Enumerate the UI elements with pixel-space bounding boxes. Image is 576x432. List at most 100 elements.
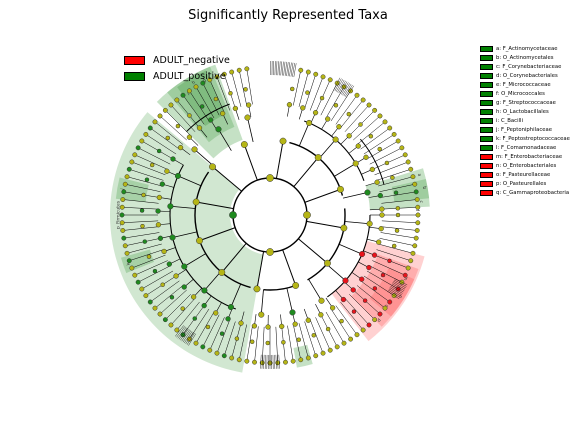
leaf-node [119, 204, 125, 210]
class-node [258, 311, 265, 318]
leaf-node [327, 77, 333, 83]
order-node [292, 321, 298, 327]
leaf-branch [154, 121, 184, 145]
sector-enterobacteriales [351, 254, 419, 327]
order-node [377, 192, 383, 199]
leaf-branch [360, 280, 390, 303]
taxon-legend-item: d: O_Corynebacteriales [480, 71, 570, 80]
class-branch [247, 117, 254, 143]
leaf-branch [335, 305, 358, 335]
phylum-node [292, 282, 300, 289]
order-node [350, 287, 356, 293]
leaf-branch [134, 260, 168, 276]
leaf-branch [238, 324, 247, 360]
class-node [169, 234, 176, 241]
family-node [219, 331, 225, 336]
fan-branch [282, 61, 284, 76]
taxon-legend-item: g: F_Streptococcaceae [480, 98, 570, 107]
sector-lactobacillales [167, 66, 235, 143]
leaf-branch [123, 232, 160, 239]
leaf-branch [134, 154, 168, 170]
leaf-node [120, 228, 126, 233]
leaf-branch [304, 74, 316, 109]
family-node [205, 324, 211, 330]
leaf-node [180, 332, 186, 338]
leaf-branch [376, 169, 411, 181]
leaf-branch [293, 70, 302, 106]
taxon-swatch [480, 81, 493, 88]
leaf-branch [381, 199, 418, 204]
leaf-node [387, 125, 393, 131]
leaf-node [168, 102, 174, 108]
leaf-node [139, 138, 145, 144]
taxon-label: i: C_Bacilli [496, 117, 523, 124]
fan-branch [182, 330, 192, 343]
leaf-node [290, 358, 296, 364]
class-branch [170, 205, 196, 209]
sector-label-o: o [383, 303, 389, 308]
family-node [391, 243, 397, 249]
family-node [395, 212, 401, 218]
order-node [225, 316, 231, 322]
family-node [149, 162, 155, 168]
leaf-node [402, 152, 408, 158]
fan-branch [388, 288, 401, 297]
leaf-node [221, 353, 227, 359]
leaf-node [121, 189, 127, 195]
class-node [352, 160, 359, 167]
fan-branch [341, 82, 349, 95]
fan-branch [180, 328, 189, 341]
family-node [249, 339, 255, 345]
phylum-branch [293, 157, 319, 187]
leaf-node [387, 299, 393, 305]
class-node [201, 287, 208, 294]
taxon-label: f: O_Micrococcales [496, 90, 545, 97]
sector-label-p: p [376, 317, 382, 323]
taxon-swatch [480, 144, 493, 151]
leaf-node [162, 317, 168, 323]
leaf-node [229, 69, 235, 75]
fan-branch [388, 289, 401, 298]
phylum-node [192, 198, 200, 206]
family-node [175, 123, 181, 129]
leaf-node [124, 250, 130, 256]
group-legend-item: ADULT_positive [124, 68, 230, 84]
order-node [366, 264, 372, 271]
sector-label-n: n [397, 294, 403, 299]
leaf-node [415, 220, 421, 226]
family-node [362, 298, 368, 303]
taxon-label: j: F_Peptoniphilaceae [496, 126, 552, 133]
order-node [305, 317, 311, 323]
leaf-node [313, 353, 319, 359]
leaf-node [129, 159, 135, 165]
sector-label-firmicutes: p_Firmicutes [116, 200, 122, 229]
fan-branch [335, 79, 343, 92]
phylum-node [196, 237, 203, 245]
leaf-branch [159, 289, 187, 315]
order-node [220, 110, 226, 117]
leaf-branch [356, 285, 386, 309]
order-node [186, 134, 193, 140]
order-node [325, 116, 331, 122]
leaf-branch [344, 104, 370, 132]
order-node [156, 194, 163, 201]
leaf-branch [287, 325, 294, 362]
leaf-branch [209, 317, 225, 351]
leaf-branch [378, 176, 414, 187]
class-branch [298, 122, 310, 147]
phylum-branch [306, 220, 344, 229]
leaf-node [120, 197, 126, 202]
leaf-branch [238, 70, 247, 106]
order-node [265, 324, 271, 330]
leaf-node [157, 113, 163, 119]
fan-branch [394, 278, 408, 286]
phylum-node [253, 285, 261, 293]
family-node [213, 96, 219, 102]
taxon-swatch [480, 117, 493, 124]
leaf-node [348, 336, 354, 342]
family-node [192, 316, 198, 321]
phylum-branch [298, 238, 328, 264]
taxon-legend-item: q: C_Gammaproteobacteria [480, 188, 570, 197]
order-node [196, 125, 203, 131]
figure-title: Significantly Represented Taxa [188, 8, 388, 23]
